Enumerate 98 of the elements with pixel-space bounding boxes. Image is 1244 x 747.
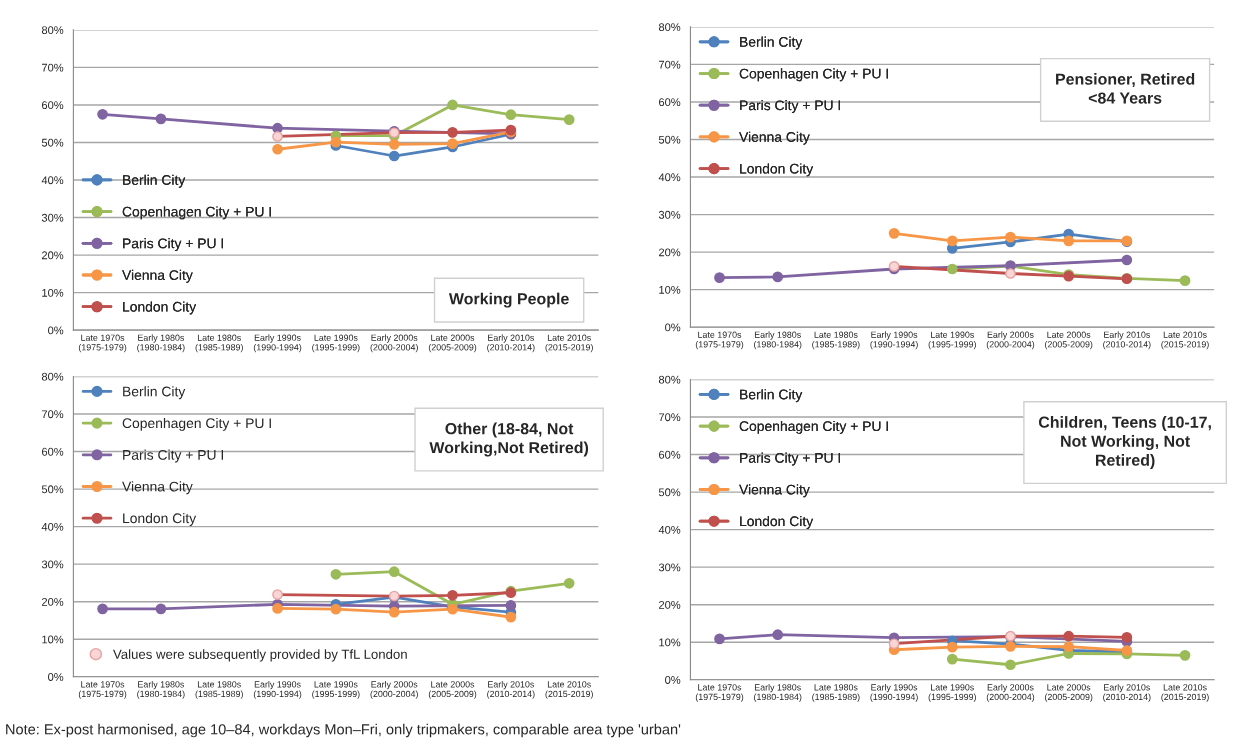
x-tick-label: Early 1990s (1990-1994) xyxy=(253,680,302,699)
x-tick-label: Early 1980s (1980-1984) xyxy=(137,334,185,353)
y-tick-label: 0% xyxy=(665,676,681,684)
y-tick-label: 50% xyxy=(658,488,681,497)
y-tick-label: 80% xyxy=(658,23,681,32)
y-tick-label: 30% xyxy=(41,560,64,569)
x-tick-label: Early 2000s (2000-2004) xyxy=(370,334,418,353)
y-tick-label: 10% xyxy=(659,638,681,647)
y-tick-label: 40% xyxy=(658,173,681,182)
x-tick-label: Early 2010s (2010-2014) xyxy=(1103,331,1151,350)
y-tick-label: 70% xyxy=(42,63,64,72)
text: Pensioner, Retired <84 Years xyxy=(1056,73,1195,104)
y-tick-label: 80% xyxy=(41,372,64,381)
text: Note: Ex-post harmonised, age 10–84, workdays Mon–Fri, only tripmakers, comparable area type 'urban' xyxy=(6,723,681,738)
x-tick-label: Late 1980s (1985-1989) xyxy=(195,334,243,353)
x-tick-label: Early 2000s (2000-2004) xyxy=(986,331,1035,350)
y-tick-label: 0% xyxy=(665,323,681,332)
x-tick-label: Late 2000s (2005-2009) xyxy=(1045,331,1093,350)
y-tick-label: 80% xyxy=(41,26,64,35)
legend-label: London City xyxy=(123,301,197,315)
text: Other (18-84, Not Working,Not Retired) xyxy=(429,422,589,457)
y-tick-label: 70% xyxy=(659,60,681,69)
y-tick-label: 20% xyxy=(659,600,681,609)
y-tick-label: 0% xyxy=(48,673,64,681)
x-tick-label: Early 1990s (1990-1994) xyxy=(870,331,918,350)
y-tick-label: 40% xyxy=(41,176,64,185)
legend-label: Paris City + PU I xyxy=(740,100,841,113)
legend-label: Berlin City xyxy=(740,36,803,50)
legend-label: Berlin City xyxy=(123,174,186,188)
y-tick-label: 10% xyxy=(42,635,64,644)
x-tick-label: Early 2010s (2010-2014) xyxy=(487,334,535,353)
legend-label: London City xyxy=(740,515,814,529)
x-tick-label: Early 1980s (1980-1984) xyxy=(754,683,802,702)
x-tick-label: Late 1980s (1985-1989) xyxy=(195,681,243,699)
y-tick-label: 0% xyxy=(48,326,64,335)
x-tick-label: Late 2000s (2005-2009) xyxy=(428,334,477,353)
x-tick-label: Late 1970s (1975-1979) xyxy=(695,331,744,350)
x-tick-label: Early 2010s (2010-2014) xyxy=(487,680,535,699)
x-tick-label: Late 2010s (2015-2019) xyxy=(1161,684,1209,702)
x-tick-label: Late 1990s (1995-1999) xyxy=(312,681,360,699)
y-tick-label: 40% xyxy=(658,525,681,534)
y-tick-label: 60% xyxy=(42,101,64,110)
y-tick-label: 60% xyxy=(659,450,681,459)
x-tick-label: Late 1980s (1985-1989) xyxy=(812,684,860,702)
legend-label: Copenhagen City + PU I xyxy=(122,206,271,220)
y-tick-label: 50% xyxy=(41,138,64,147)
text: Children, Teens (10-17, Not Working, Not Retired) xyxy=(1038,416,1211,469)
legend-label: Copenhagen City + PU I xyxy=(122,417,271,431)
y-tick-label: 20% xyxy=(659,248,681,257)
y-tick-label: 40% xyxy=(41,522,64,531)
x-tick-label: Late 1980s (1985-1989) xyxy=(812,331,860,350)
legend-label: London City xyxy=(123,513,197,526)
legend-label: Paris City + PU I xyxy=(123,449,223,463)
y-tick-label: 20% xyxy=(41,251,64,260)
x-tick-label: Late 2010s (2015-2019) xyxy=(545,334,593,353)
x-tick-label: Late 2000s (2005-2009) xyxy=(1045,684,1093,702)
x-tick-label: Early 2000s (2000-2004) xyxy=(986,683,1035,702)
legend-label: Vienna City xyxy=(122,481,193,495)
legend-label: Copenhagen City + PU I xyxy=(739,68,888,82)
x-tick-label: Late 1990s (1995-1999) xyxy=(928,684,976,702)
y-tick-label: 10% xyxy=(659,285,681,294)
y-tick-label: 50% xyxy=(658,135,681,144)
legend-label: Berlin City xyxy=(740,389,803,403)
x-tick-label: Late 1970s (1975-1979) xyxy=(78,334,127,353)
x-tick-label: Early 1990s (1990-1994) xyxy=(253,334,302,353)
x-tick-label: Early 2010s (2010-2014) xyxy=(1103,683,1151,702)
x-tick-label: Late 1970s (1975-1979) xyxy=(695,684,744,702)
legend-label: Paris City + PU I xyxy=(123,238,223,252)
y-tick-label: 80% xyxy=(658,375,681,384)
x-tick-label: Late 2010s (2015-2019) xyxy=(545,681,593,699)
legend-label: Paris City + PU I xyxy=(740,452,841,466)
x-tick-label: Early 1980s (1980-1984) xyxy=(137,680,185,699)
y-tick-label: 60% xyxy=(659,98,681,107)
x-tick-label: Early 1980s (1980-1984) xyxy=(754,331,802,350)
y-tick-label: 70% xyxy=(42,410,64,419)
x-tick-label: Late 2000s (2005-2009) xyxy=(428,681,477,699)
y-tick-label: 30% xyxy=(658,563,681,572)
legend-label: Vienna City xyxy=(739,484,810,498)
x-tick-label: Late 1990s (1995-1999) xyxy=(928,331,976,350)
text: Working People xyxy=(448,292,569,308)
x-tick-label: Early 1990s (1990-1994) xyxy=(870,683,918,702)
x-tick-label: Late 1970s (1975-1979) xyxy=(78,681,127,699)
legend-label: London City xyxy=(740,163,814,177)
y-tick-label: 20% xyxy=(41,597,64,606)
x-tick-label: Late 1990s (1995-1999) xyxy=(312,334,360,353)
legend-label: Vienna City xyxy=(122,269,193,283)
legend-label: Vienna City xyxy=(739,131,810,145)
y-tick-label: 10% xyxy=(42,288,64,297)
annotation: Values were subsequently provided by TfL London xyxy=(113,649,407,662)
y-tick-label: 50% xyxy=(41,485,64,494)
y-tick-label: 30% xyxy=(658,210,681,219)
legend-label: Copenhagen City + PU I xyxy=(739,420,888,434)
x-tick-label: Early 2000s (2000-2004) xyxy=(370,680,418,699)
y-tick-label: 30% xyxy=(41,213,64,222)
legend-label: Berlin City xyxy=(123,386,186,400)
y-tick-label: 70% xyxy=(659,413,681,422)
x-tick-label: Late 2010s (2015-2019) xyxy=(1161,331,1209,350)
y-tick-label: 60% xyxy=(42,447,64,456)
